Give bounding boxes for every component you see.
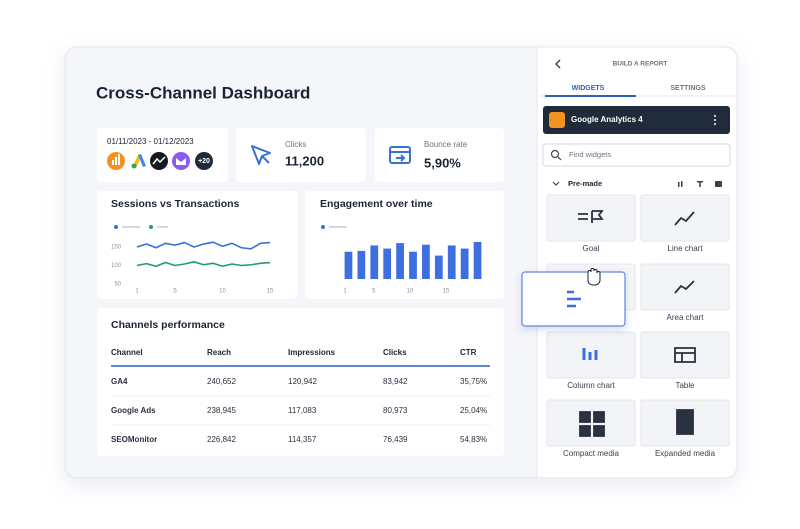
widget-icon [582,348,598,360]
table-cell: 76,439 [383,435,408,444]
column-header: CTR [460,348,477,357]
more-sources: +20 [198,158,210,165]
dragged-icon [567,290,581,308]
table-cell: 54,83% [460,435,487,444]
x-tick-label: 15 [443,289,450,295]
table-cell: 226,842 [207,435,236,444]
date-range: 01/11/2023 - 01/12/2023 [107,137,194,146]
column-header: Channel [111,348,143,357]
kpi-value: 11,200 [285,153,324,168]
table-card [97,308,504,456]
bar [473,241,482,279]
widget-tile[interactable] [640,331,730,379]
ga-icon [549,112,565,128]
column-header: Clicks [383,348,407,357]
column-header: Reach [207,348,231,357]
kpi-label: Clicks [285,140,306,149]
column-header: Impressions [288,348,336,357]
chart-title: Sessions vs Transactions [111,198,240,210]
bar [383,248,392,279]
bar [447,245,456,279]
kpi-label: Bounce rate [424,140,468,149]
tab[interactable]: WIDGETS [572,85,605,92]
bar [409,251,417,279]
bar [460,248,469,279]
kpi-value: 5,90% [424,155,461,170]
widget-label: Table [675,381,695,390]
widget-icon [674,211,695,226]
bar [434,255,443,279]
menu-dots[interactable] [714,115,716,125]
widget-icon [674,280,695,294]
table-title: Channels performance [111,319,225,331]
collapse-icon[interactable] [552,181,560,186]
table-cell: 120,942 [288,377,317,386]
table-cell: Google Ads [111,406,156,415]
legend [114,225,168,229]
source-logos [107,152,213,170]
table-cell: SEOMonitor [111,435,157,444]
back-button[interactable] [554,59,561,69]
search-icon [550,149,562,161]
widget-label: Area chart [667,313,705,322]
bar [344,251,353,279]
kpi-card [236,128,366,182]
filter-icons[interactable] [678,181,722,187]
widget-label: Line chart [667,244,703,253]
section-title: Pre-made [568,179,602,188]
table-cell: 80,973 [383,406,408,415]
bar [422,244,430,279]
x-tick-label: 5 [372,289,376,295]
search-placeholder: Find widgets [569,150,611,159]
chart-title: Engagement over time [320,198,433,210]
x-tick-label: 1 [135,289,139,295]
bar [370,245,379,279]
chart-card [97,191,298,299]
y-tick-label: 150 [111,245,122,251]
source-selector[interactable] [543,106,730,134]
table-cell: GA4 [111,377,128,386]
y-tick-label: 50 [114,282,121,288]
table-cell: 238,945 [207,406,236,415]
cursor-icon [251,145,271,165]
table-cell: 25,04% [460,406,487,415]
tab[interactable]: SETTINGS [670,85,705,92]
widget-tile[interactable] [546,399,636,447]
bounce-icon [389,146,411,164]
x-tick-label: 10 [219,289,226,295]
hand-cursor [587,268,601,286]
search-box[interactable] [542,143,731,167]
panel-header: BUILD A REPORT [613,61,668,68]
widget-tile[interactable] [546,194,636,242]
widget-icon [674,347,696,363]
source-name: Google Analytics 4 [571,115,643,124]
table-cell: 114,357 [288,435,317,444]
table-cell: 83,942 [383,377,408,386]
x-tick-label: 5 [173,289,177,295]
dashboard-title: Cross-Channel Dashboard [96,83,310,102]
widget-label: Compact media [563,449,620,458]
widget-icon [676,409,694,435]
widget-label: Column chart [567,381,615,390]
legend [321,225,347,229]
bar [396,243,404,279]
table-cell: 240,652 [207,377,236,386]
table-cell: 35,75% [460,377,487,386]
x-tick-label: 15 [267,289,274,295]
widget-label: Expanded media [655,449,716,458]
bar [357,250,366,279]
x-tick-label: 1 [343,289,347,295]
widget-tile[interactable] [640,194,730,242]
line [136,261,271,268]
table-cell: 117,083 [288,406,317,415]
y-tick-label: 100 [111,263,122,269]
widget-tile[interactable] [640,263,730,311]
kpi-card [375,128,504,182]
line [136,241,271,250]
widget-icon [578,210,604,223]
widget-icon [579,411,605,437]
widget-label: Goal [583,244,600,253]
x-tick-label: 10 [407,289,414,295]
